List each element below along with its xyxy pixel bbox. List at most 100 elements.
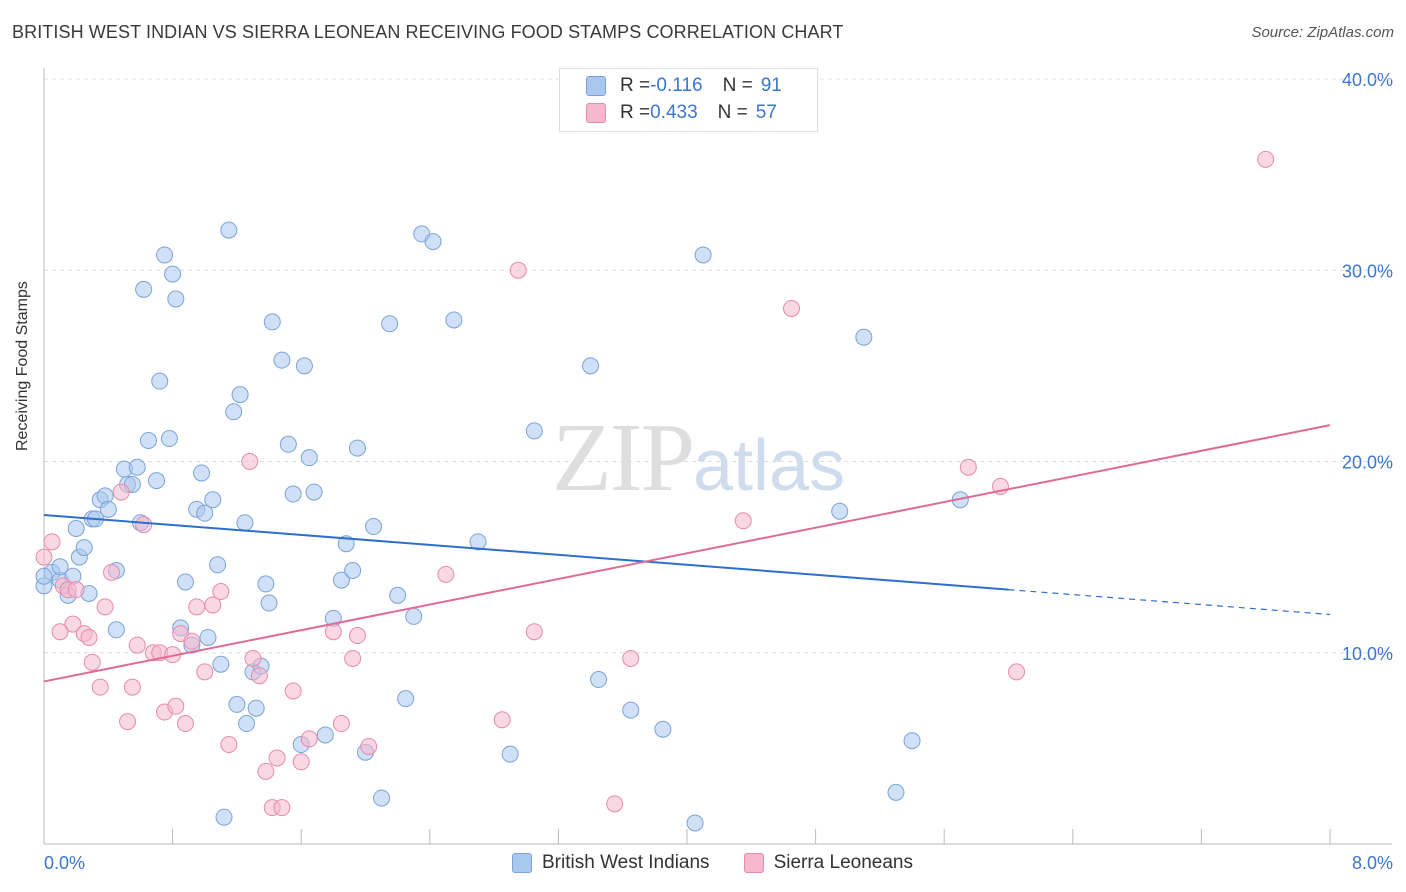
bottom-legend-label-british-west-indians: British West Indians xyxy=(542,852,710,873)
point-british-west-indians xyxy=(99,500,117,518)
point-sierra-leoneans xyxy=(135,516,153,534)
bottom-legend-swatch-blue xyxy=(512,853,532,873)
point-sierra-leoneans xyxy=(35,548,53,566)
point-british-west-indians xyxy=(582,357,600,375)
trend-line-british-west-indians xyxy=(43,514,1009,591)
bottom-legend-swatch-pink xyxy=(743,853,764,873)
point-british-west-indians xyxy=(284,485,302,503)
legend-n-value: 91 xyxy=(760,75,782,96)
point-british-west-indians xyxy=(247,699,265,717)
point-sierra-leoneans xyxy=(204,596,222,614)
legend-n-label: N = xyxy=(717,102,748,123)
point-sierra-leoneans xyxy=(257,762,275,780)
chart-title: BRITISH WEST INDIAN VS SIERRA LEONEAN RE… xyxy=(12,22,844,42)
point-sierra-leoneans xyxy=(284,682,302,700)
point-sierra-leoneans xyxy=(241,453,259,470)
point-british-west-indians xyxy=(164,265,182,283)
point-british-west-indians xyxy=(35,567,53,585)
legend-r-value: -0.116 xyxy=(650,75,703,96)
point-british-west-indians xyxy=(405,607,423,625)
watermark-atlas: atlas xyxy=(693,426,846,506)
point-british-west-indians xyxy=(151,372,169,390)
point-british-west-indians xyxy=(128,458,146,476)
point-british-west-indians xyxy=(445,311,463,329)
source-label: Source: ZipAtlas.com xyxy=(1251,24,1394,41)
point-sierra-leoneans xyxy=(183,632,201,650)
point-sierra-leoneans xyxy=(220,736,238,754)
watermark: ZIPatlas xyxy=(552,402,845,514)
point-british-west-indians xyxy=(694,246,712,264)
point-british-west-indians xyxy=(316,726,334,744)
point-british-west-indians xyxy=(397,690,415,708)
legend-n-value: 57 xyxy=(755,102,777,123)
legend-row-british-west-indians: R = -0.116 N = 91 xyxy=(586,75,782,97)
point-sierra-leoneans xyxy=(103,563,121,581)
point-sierra-leoneans xyxy=(119,713,137,731)
point-sierra-leoneans xyxy=(292,753,310,771)
point-british-west-indians xyxy=(590,671,608,689)
point-sierra-leoneans xyxy=(51,623,69,641)
point-british-west-indians xyxy=(193,464,211,482)
point-british-west-indians xyxy=(903,732,921,750)
point-british-west-indians xyxy=(469,533,487,551)
x-tick-label: 0.0% xyxy=(44,853,85,873)
point-british-west-indians xyxy=(238,715,256,733)
point-sierra-leoneans xyxy=(64,615,82,633)
y-tick-label: 20.0% xyxy=(1342,453,1393,473)
point-sierra-leoneans xyxy=(344,649,362,667)
point-british-west-indians xyxy=(225,403,243,421)
point-british-west-indians xyxy=(148,472,166,490)
point-british-west-indians xyxy=(337,535,355,553)
point-sierra-leoneans xyxy=(80,628,98,646)
point-british-west-indians xyxy=(831,502,849,520)
point-sierra-leoneans xyxy=(176,715,194,733)
y-axis-label: Receiving Food Stamps xyxy=(14,281,31,451)
point-british-west-indians xyxy=(622,701,640,719)
point-british-west-indians xyxy=(176,573,194,591)
point-sierra-leoneans xyxy=(622,649,640,667)
point-british-west-indians xyxy=(160,430,178,448)
point-sierra-leoneans xyxy=(91,678,109,696)
point-sierra-leoneans xyxy=(67,581,85,599)
point-sierra-leoneans xyxy=(273,799,291,817)
point-british-west-indians xyxy=(855,328,873,346)
point-sierra-leoneans xyxy=(324,623,342,641)
point-british-west-indians xyxy=(196,504,214,522)
watermark-zip: ZIP xyxy=(552,404,695,512)
point-british-west-indians xyxy=(228,695,246,713)
point-british-west-indians xyxy=(273,351,291,369)
point-british-west-indians xyxy=(156,246,174,264)
point-british-west-indians xyxy=(424,233,442,251)
point-sierra-leoneans xyxy=(212,583,230,601)
point-british-west-indians xyxy=(348,439,366,457)
point-sierra-leoneans xyxy=(96,598,114,616)
point-british-west-indians xyxy=(67,519,85,537)
point-british-west-indians xyxy=(231,386,249,404)
point-sierra-leoneans xyxy=(112,483,130,501)
point-british-west-indians xyxy=(199,628,217,646)
legend-swatch-blue xyxy=(586,76,606,96)
point-british-west-indians xyxy=(332,571,350,589)
point-british-west-indians xyxy=(300,449,318,467)
point-british-west-indians xyxy=(75,539,93,557)
point-sierra-leoneans xyxy=(250,667,268,685)
point-british-west-indians xyxy=(365,518,383,536)
point-sierra-leoneans xyxy=(525,623,543,641)
point-british-west-indians xyxy=(344,562,362,580)
point-sierra-leoneans xyxy=(1257,150,1275,168)
point-british-west-indians xyxy=(279,435,297,453)
bottom-legend-label-sierra-leoneans: Sierra Leoneans xyxy=(773,852,913,873)
point-british-west-indians xyxy=(215,808,233,826)
point-sierra-leoneans xyxy=(782,300,800,317)
point-british-west-indians xyxy=(263,313,281,331)
point-british-west-indians xyxy=(260,594,278,612)
point-sierra-leoneans xyxy=(332,715,350,733)
point-british-west-indians xyxy=(135,280,153,298)
point-british-west-indians xyxy=(525,422,543,440)
point-british-west-indians xyxy=(389,586,407,604)
y-tick-label: 30.0% xyxy=(1342,261,1393,281)
point-british-west-indians xyxy=(686,814,704,832)
point-sierra-leoneans xyxy=(493,711,511,729)
point-british-west-indians xyxy=(654,720,672,738)
